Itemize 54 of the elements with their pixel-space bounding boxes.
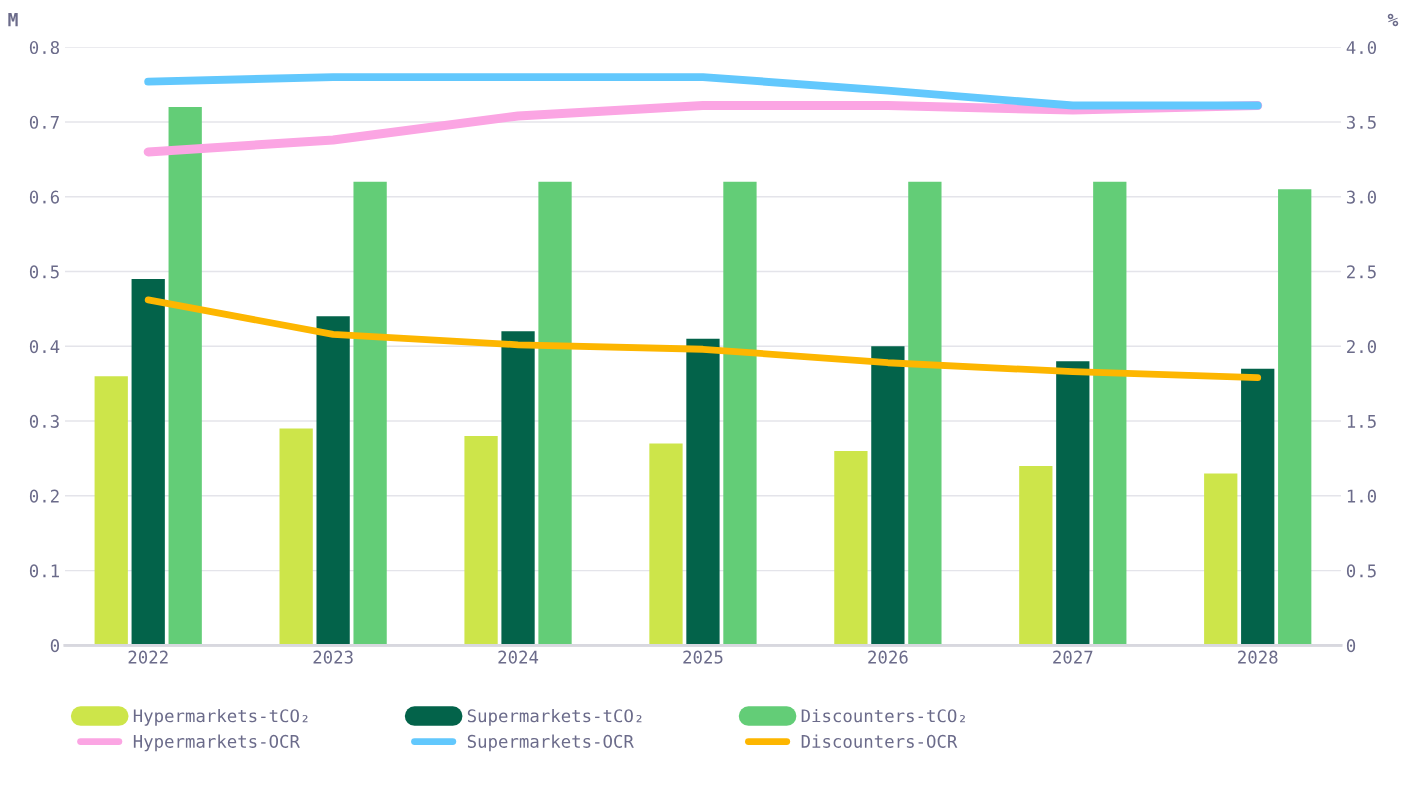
y-tick-label: 0.2 xyxy=(29,489,59,503)
y2-axis-title: % xyxy=(1387,13,1399,27)
bar xyxy=(131,278,165,646)
bar xyxy=(1093,181,1127,646)
bar xyxy=(168,107,202,646)
y2-tick-label: 1.0 xyxy=(1347,489,1377,503)
y2-tick-label: 2.0 xyxy=(1347,340,1377,354)
y2-tick-label: 3.0 xyxy=(1346,190,1377,204)
bar xyxy=(723,181,757,646)
bar xyxy=(279,428,313,646)
x-tick-label: 2025 xyxy=(683,650,723,664)
y2-tick-label: 4.0 xyxy=(1346,40,1377,55)
bar xyxy=(316,316,350,646)
bar xyxy=(871,346,905,646)
x-tick-label: 2022 xyxy=(128,650,168,664)
y2-tick-label: 2.5 xyxy=(1347,265,1376,279)
bar xyxy=(464,436,498,646)
x-tick-label: 2026 xyxy=(868,650,908,664)
bar xyxy=(1204,473,1238,646)
y-tick-label: 0.3 xyxy=(29,414,59,428)
bar xyxy=(908,181,942,646)
legend-label: Discounters-tCO₂ xyxy=(801,708,965,723)
y2-tick-label: 0.5 xyxy=(1346,564,1376,578)
bar xyxy=(1019,465,1053,646)
bar xyxy=(501,331,535,646)
y-tick-label: 0.6 xyxy=(29,190,60,204)
y-tick-label: 0.8 xyxy=(29,40,60,55)
bar xyxy=(1241,368,1275,646)
y2-tick-label: 3.5 xyxy=(1346,115,1376,129)
y-axis-title: M xyxy=(8,13,18,27)
bar xyxy=(1278,189,1312,646)
bar xyxy=(353,181,387,646)
bar xyxy=(1056,361,1090,646)
y2-tick-label: 0 xyxy=(1346,639,1356,653)
bar xyxy=(94,376,128,646)
bar xyxy=(538,181,572,646)
y-tick-label: 0.5 xyxy=(29,265,59,279)
bar xyxy=(834,450,868,646)
x-tick-label: 2028 xyxy=(1238,650,1278,664)
legend-label: Hypermarkets-OCR xyxy=(133,734,300,752)
y-tick-label: 0.7 xyxy=(29,115,59,129)
y-tick-label: 0.1 xyxy=(29,564,59,578)
y-tick-label: 0 xyxy=(50,639,60,653)
legend-label: Supermarkets-tCO₂ xyxy=(467,708,642,726)
x-tick-label: 2023 xyxy=(313,650,353,664)
x-tick-label: 2027 xyxy=(1053,650,1093,664)
bar xyxy=(649,443,683,646)
y2-tick-label: 1.5 xyxy=(1347,415,1376,428)
bar xyxy=(686,338,720,646)
legend-label: Supermarkets-OCR xyxy=(467,734,634,752)
x-tick-label: 2024 xyxy=(498,650,539,664)
y-tick-label: 0.4 xyxy=(29,340,60,354)
legend-label: Discounters-OCR xyxy=(801,734,958,748)
legend-label: Hypermarkets-tCO₂ xyxy=(133,708,308,726)
